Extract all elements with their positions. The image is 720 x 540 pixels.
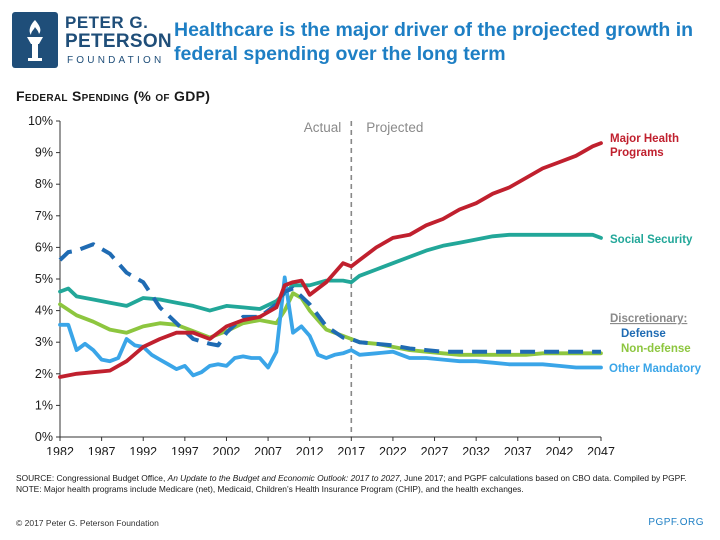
y-tick-label: 5% [35, 272, 53, 286]
notes: SOURCE: Congressional Budget Office, An … [16, 473, 706, 495]
y-tick-label: 7% [35, 209, 53, 223]
x-tick-label: 2012 [296, 445, 324, 455]
y-tick-label: 0% [35, 430, 53, 444]
logo-line-3: FOUNDATION [67, 55, 165, 66]
x-tick-label: 1982 [46, 445, 74, 455]
source-prefix: SOURCE: Congressional Budget Office, [16, 473, 168, 483]
line-chart: 0% 1% 2% 3% 4% 5% 6% 7% 8% 9% 10% 1982 1987 1992 1997 2… [28, 114, 702, 455]
y-tick-label: 1% [35, 398, 53, 412]
source-suffix: , June 2017; and PGPF calculations based… [399, 473, 687, 483]
x-tick-label: 2027 [421, 445, 449, 455]
pgpf-logo: PETER G. PETERSON FOUNDATION [12, 12, 172, 70]
x-tick-label: 2042 [545, 445, 573, 455]
discretionary-group-label: Discretionary: [610, 313, 687, 325]
y-tick-label: 3% [35, 335, 53, 349]
y-tick-label: 6% [35, 240, 53, 254]
x-tick-label: 2032 [462, 445, 490, 455]
copyright: © 2017 Peter G. Peterson Foundation [16, 518, 159, 528]
series-line-major-health-programs [58, 141, 603, 379]
x-tick-label: 1992 [129, 445, 157, 455]
x-tick-label: 2022 [379, 445, 407, 455]
x-tick-label: 2017 [337, 445, 365, 455]
x-tick-label: 2047 [587, 445, 615, 455]
projected-label: Projected [366, 120, 423, 135]
logo-line-2: PETERSON [65, 31, 172, 52]
y-tick-label: 2% [35, 367, 53, 381]
chart-subtitle: Federal Spending (% of GDP) [16, 88, 211, 104]
website-link[interactable]: PGPF.ORG [648, 517, 704, 528]
series-line-defense [58, 242, 601, 354]
x-tick-label: 1997 [171, 445, 199, 455]
y-tick-label: 9% [35, 146, 53, 160]
definition-note: NOTE: Major health programs include Medi… [16, 484, 524, 494]
series-line-non-defense [58, 291, 603, 357]
x-tick-label: 2037 [504, 445, 532, 455]
y-tick-label: 10% [28, 114, 53, 128]
y-tick-label: 4% [35, 304, 53, 318]
y-tick-label: 8% [35, 177, 53, 191]
series-label-defense: Defense [621, 328, 666, 340]
source-note: SOURCE: Congressional Budget Office, An … [16, 473, 706, 484]
logo-line-1: PETER G. [65, 13, 149, 32]
series-label-other-mandatory: Other Mandatory [609, 363, 702, 375]
source-title: An Update to the Budget and Economic Out… [167, 473, 400, 483]
series-label-major-health-programs: Programs [610, 147, 664, 159]
torch-icon [12, 12, 58, 68]
series-label-major-health-programs: Major Health [610, 133, 679, 145]
series-line-social-security [58, 232, 603, 313]
chart-title: Healthcare is the major driver of the pr… [174, 19, 694, 65]
series-label-social-security: Social Security [610, 234, 693, 246]
series-label-non-defense: Non-defense [621, 343, 691, 355]
actual-label: Actual [304, 120, 342, 135]
x-tick-label: 1987 [88, 445, 116, 455]
x-tick-label: 2007 [254, 445, 282, 455]
series-line-other-mandatory [58, 275, 603, 378]
x-tick-label: 2002 [213, 445, 241, 455]
